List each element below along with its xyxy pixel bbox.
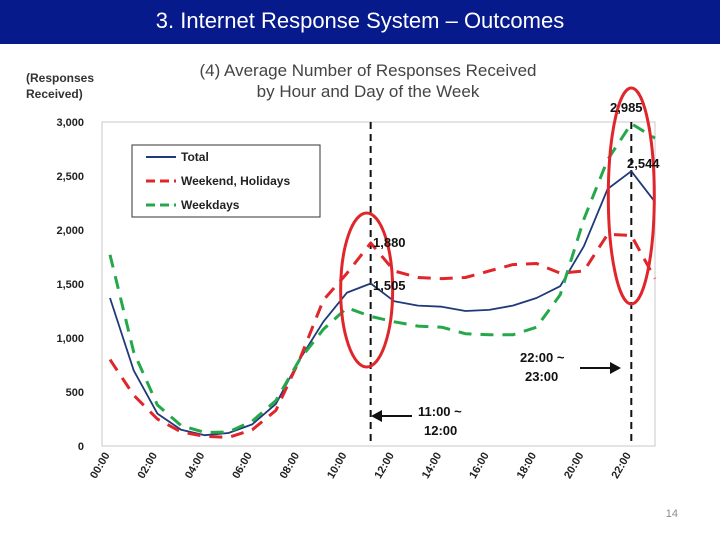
x-tick-label: 20:00 — [562, 451, 586, 481]
marker-caption: 12:00 — [424, 423, 457, 438]
y-tick-label: 2,000 — [56, 225, 84, 237]
x-tick-label: 04:00 — [183, 451, 207, 481]
y-axis-label: (Responses — [26, 71, 94, 85]
series-line-weekdays — [108, 122, 656, 434]
y-tick-label: 2,500 — [56, 171, 84, 183]
highlight-ellipse-22 — [606, 86, 656, 306]
x-tick-label: 00:00 — [88, 451, 112, 481]
arrow-head — [610, 362, 621, 374]
x-tick-label: 06:00 — [230, 451, 254, 481]
marker-caption: 22:00 ~ — [520, 350, 565, 365]
chart-title: (4) Average Number of Responses Received — [199, 61, 536, 80]
marker-caption: 11:00 ~ — [418, 404, 462, 419]
x-tick-label: 12:00 — [372, 451, 396, 481]
plot-area — [101, 121, 656, 447]
y-tick-label: 1,500 — [56, 279, 84, 291]
y-tick-label: 0 — [78, 441, 84, 453]
x-tick-label: 02:00 — [136, 451, 160, 481]
x-tick-label: 18:00 — [515, 451, 539, 481]
y-axis-label: Received) — [26, 87, 83, 101]
data-label: 2,544 — [627, 156, 660, 171]
data-label: 1,880 — [373, 235, 406, 250]
series-line-weekend-holidays — [108, 232, 657, 439]
y-tick-label: 3,000 — [56, 117, 84, 129]
slide-title: 3. Internet Response System – Outcomes — [155, 8, 565, 33]
y-tick-label: 1,000 — [56, 333, 84, 345]
x-tick-label: 08:00 — [278, 451, 302, 481]
legend-label: Weekend, Holidays — [181, 174, 290, 188]
marker-caption: 23:00 — [525, 369, 558, 384]
x-tick-label: 14:00 — [420, 451, 444, 481]
x-tick-label: 22:00 — [609, 451, 633, 481]
y-tick-label: 500 — [66, 387, 84, 399]
arrow-head — [371, 410, 382, 422]
data-label: 2,985 — [610, 100, 643, 115]
highlight-ellipse-11 — [339, 211, 395, 369]
chart-subtitle: by Hour and Day of the Week — [257, 82, 480, 101]
legend-label: Weekdays — [181, 198, 240, 212]
data-label: 1,505 — [373, 278, 406, 293]
x-tick-label: 16:00 — [467, 451, 491, 481]
legend-label: Total — [181, 150, 209, 164]
title-bar — [0, 0, 720, 44]
page-number: 14 — [665, 508, 678, 520]
x-tick-label: 10:00 — [325, 451, 349, 481]
